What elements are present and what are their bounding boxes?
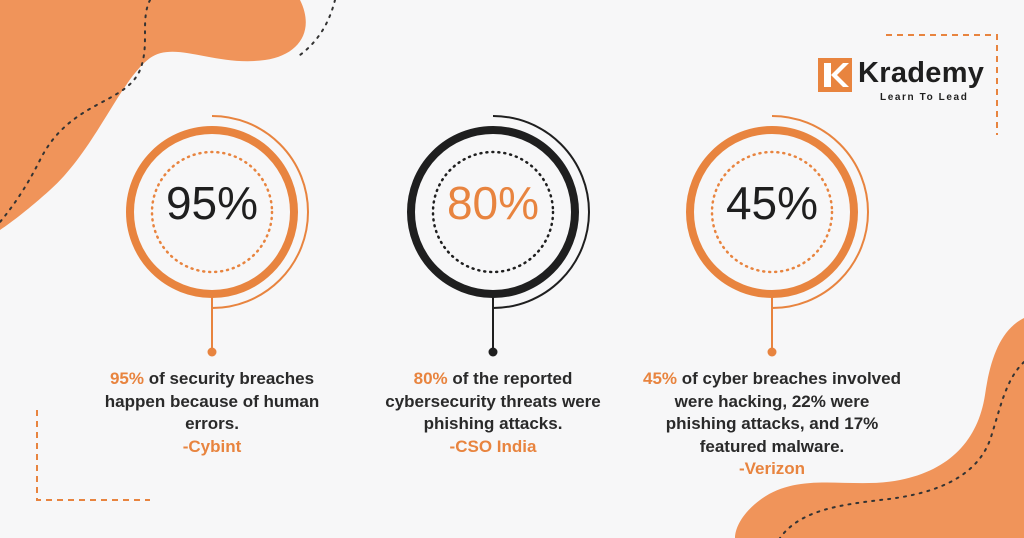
stat-card-3: 45% 45% of cyber breaches involved were … <box>642 0 902 478</box>
dashed-bracket-bottom-left <box>36 410 150 501</box>
stat-value-3: 45% <box>725 177 819 229</box>
brand-logo: Krademy Learn To Lead <box>818 56 988 103</box>
stat-highlight-1: 95% <box>109 369 144 388</box>
dotted-arc-bottom-right <box>779 361 1024 538</box>
dashed-bracket-top-right <box>886 34 998 135</box>
brand-name: Krademy <box>858 57 985 89</box>
stat-ring-2 <box>407 115 590 357</box>
stat-source-2: -CSO India <box>449 436 537 456</box>
stat-text-1: of security breaches happen because of h… <box>104 369 320 433</box>
dotted-arc-top <box>299 0 336 56</box>
stat-source-3: -Verizon <box>738 459 806 478</box>
stat-highlight-3: 45% <box>643 369 678 388</box>
stat-ring-3 <box>686 115 869 357</box>
stat-caption-1: 95% of security breaches happen because … <box>82 368 342 458</box>
stat-ring-1 <box>126 115 309 357</box>
stat-caption-3: 45% of cyber breaches involved were hack… <box>642 368 902 481</box>
stat-value-1: 95% <box>165 177 259 229</box>
brand-tagline: Learn To Lead <box>880 92 969 103</box>
stat-value-2: 80% <box>446 177 540 229</box>
stat-text-2: of the reported cybersecurity threats we… <box>385 369 601 433</box>
bottom-right-blob <box>735 318 1024 538</box>
stat-card-1: 95% 95% of security breaches happen beca… <box>82 0 342 456</box>
stat-source-1: -Cybint <box>182 436 242 456</box>
stat-card-2: 80% 80% of the reported cybersecurity th… <box>363 0 623 456</box>
k-logo-icon <box>818 58 852 92</box>
stat-highlight-2: 80% <box>413 369 448 388</box>
dotted-arc-top-left <box>0 0 151 223</box>
top-left-blob <box>0 0 306 230</box>
stat-text-3: of cyber breaches involved were hacking,… <box>665 369 901 456</box>
stat-caption-2: 80% of the reported cybersecurity threat… <box>363 368 623 458</box>
